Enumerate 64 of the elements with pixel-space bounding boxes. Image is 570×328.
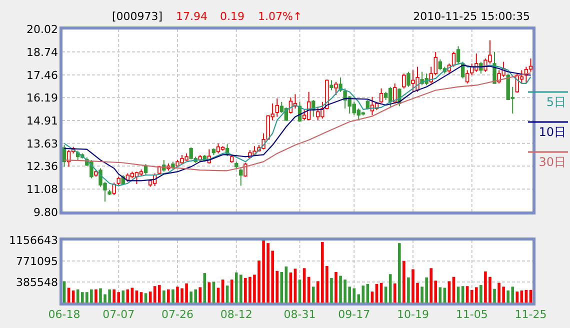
x-tick-label: 10-19 (397, 308, 429, 321)
x-tick-label: 08-31 (284, 308, 316, 321)
bar (312, 286, 315, 303)
x-tick-label: 07-26 (162, 308, 194, 321)
bar (330, 278, 333, 303)
bar (239, 274, 242, 303)
x-tick-label: 11-25 (514, 308, 547, 321)
bar (167, 289, 170, 303)
bar (402, 261, 406, 303)
bar (398, 243, 401, 303)
candlestick (406, 71, 410, 88)
x-tick-label: 08-12 (220, 308, 252, 321)
bar (516, 292, 519, 303)
bar (493, 288, 496, 303)
candlestick (112, 182, 116, 196)
x-tick-label: 11-05 (456, 308, 488, 321)
candlestick (456, 46, 460, 64)
x-tick-label: 07-07 (102, 308, 135, 321)
candlestick (388, 86, 392, 108)
text: 2010-11-25 15:00:35 (413, 10, 530, 23)
y-tick-label: 18.74 (26, 46, 58, 59)
y-tick-label: 9.80 (34, 206, 58, 219)
bar (393, 283, 396, 303)
y-tick-label: 12.36 (26, 160, 58, 174)
y-tick-label: 1156643 (9, 234, 58, 247)
bar (480, 285, 482, 303)
candlestick (379, 88, 384, 104)
bar (430, 268, 433, 303)
legend-label: 5日 (546, 95, 566, 109)
bar (474, 287, 478, 303)
candlestick (402, 73, 406, 89)
y-tick-label: 13.63 (26, 137, 58, 150)
candlestick (275, 98, 279, 118)
y-tick-label: 16.19 (26, 92, 58, 105)
candlestick (239, 168, 243, 186)
x-tick-label: 09-17 (338, 308, 370, 321)
bar (162, 290, 166, 303)
text: 17.94 (176, 10, 208, 23)
bar (94, 289, 98, 303)
candlestick (438, 58, 442, 71)
bar (158, 285, 161, 303)
y-tick-label: 20.02 (26, 23, 58, 36)
candlestick (330, 80, 334, 91)
bar (122, 290, 125, 303)
bar (198, 287, 202, 303)
x-tick-label: 06-18 (48, 308, 80, 321)
candlestick (465, 70, 470, 84)
bar (334, 272, 338, 303)
y-tick-label: 17.46 (26, 68, 58, 82)
y-tick-label: 14.91 (26, 114, 58, 128)
legend-label: 10日 (538, 125, 566, 139)
bar (172, 289, 174, 303)
legend-label: 30日 (538, 155, 566, 169)
y-tick-label: 771095 (16, 255, 58, 268)
bar (280, 272, 284, 303)
candlestick (334, 81, 338, 96)
text: 0.19 (220, 10, 244, 23)
y-tick-label: 385548 (16, 276, 58, 289)
bar (407, 277, 410, 303)
candlestick (216, 142, 220, 154)
chart-title: [000973] (112, 10, 163, 23)
text: 1.07%↑ (258, 10, 302, 23)
candlestick (452, 51, 456, 68)
y-tick-label: 11.08 (26, 183, 58, 196)
